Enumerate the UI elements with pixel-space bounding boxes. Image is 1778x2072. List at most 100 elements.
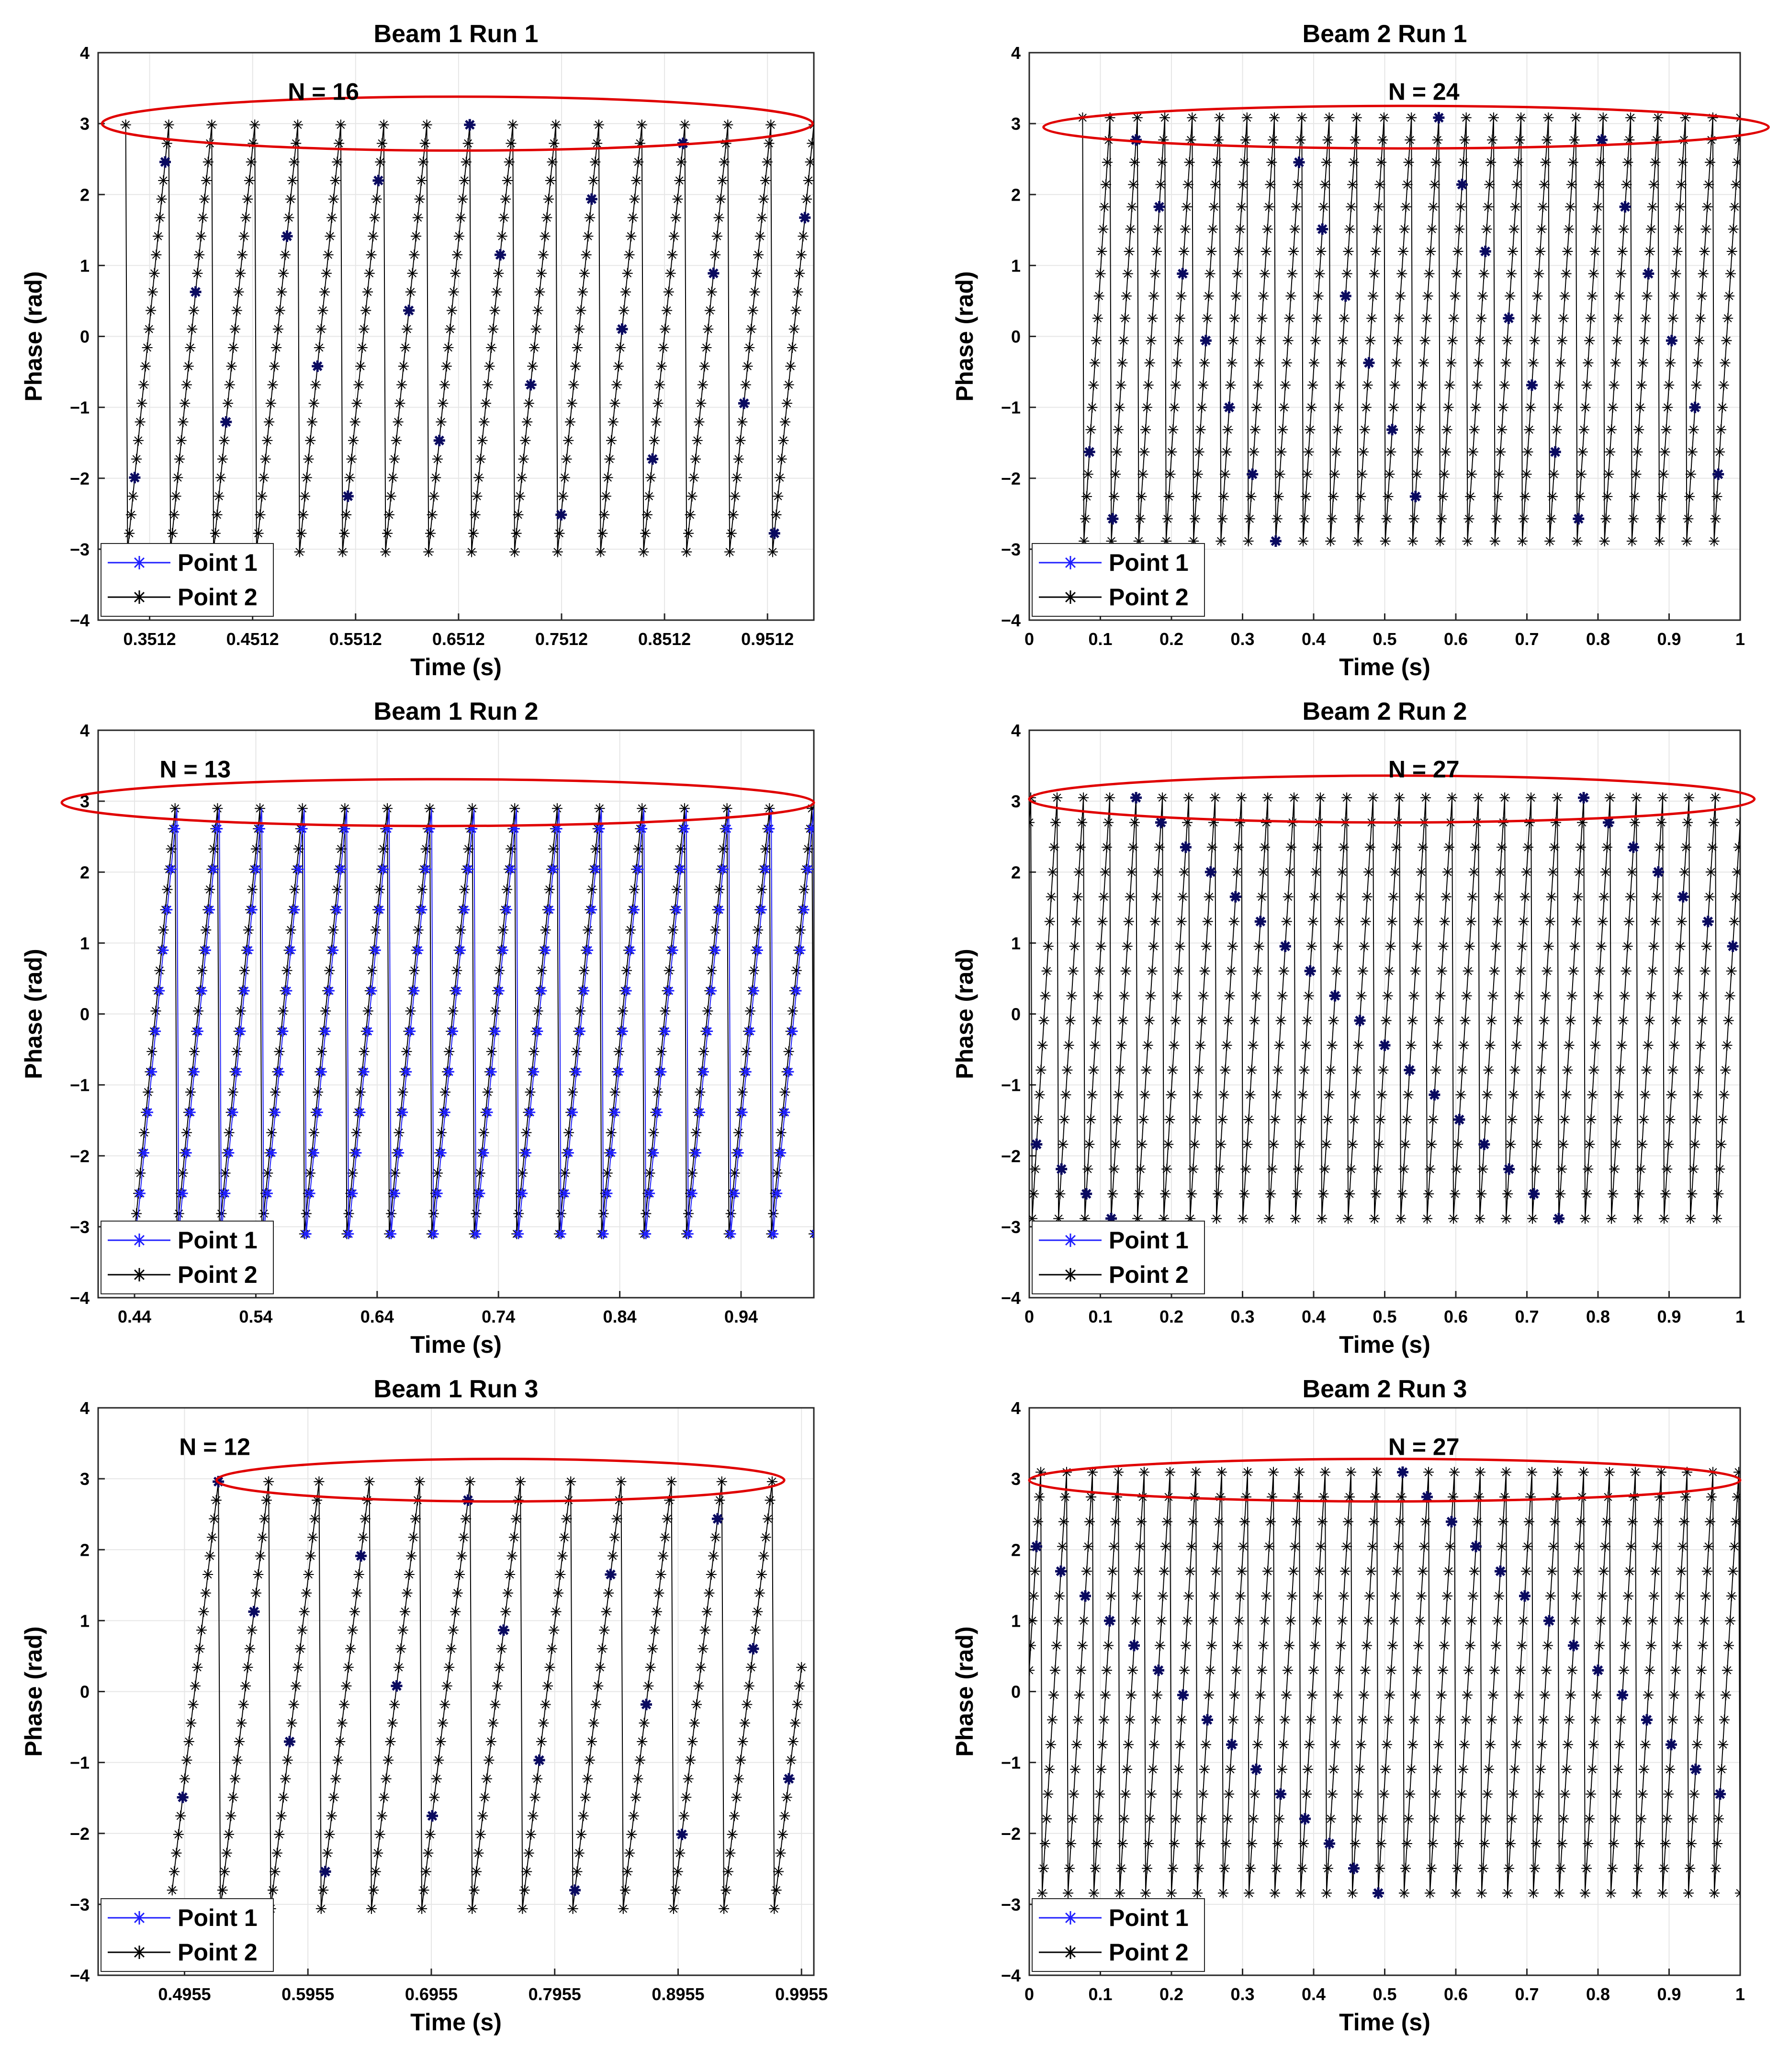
y-tick-label: 3 <box>80 1469 90 1489</box>
x-tick-label: 0.64 <box>360 1307 394 1326</box>
legend: Point 1 Point 2 <box>1032 543 1205 617</box>
y-tick-label: 1 <box>80 933 90 953</box>
legend-swatch-marker <box>1064 1234 1077 1247</box>
chart-panel-3: 0.44 0.54 0.64 0.74 0.84 0.94 −4 −3 −2 −1 0 1 2 3 4 Bea… <box>20 698 815 1358</box>
y-axis-label: Phase (rad) <box>951 949 978 1079</box>
x-tick-label: 0.2 <box>1159 629 1183 649</box>
legend-swatch-marker <box>133 556 146 569</box>
x-tick-label: 0 <box>1024 1307 1034 1326</box>
y-tick-label: −2 <box>70 1824 90 1844</box>
legend-box <box>101 543 274 617</box>
chart-title: Beam 2 Run 3 <box>1303 1375 1467 1403</box>
legend-box <box>101 1898 274 1972</box>
y-tick-label: −1 <box>1001 1076 1021 1095</box>
x-tick-label: 0.5 <box>1373 1984 1396 2004</box>
y-tick-label: −4 <box>1001 1966 1021 1985</box>
y-tick-label: 4 <box>80 43 90 63</box>
chart-panel-5: 0.4955 0.5955 0.6955 0.7955 0.8955 0.9955 −4 −3… <box>20 1375 828 2036</box>
x-tick-label: 0.5 <box>1373 629 1396 649</box>
legend: Point 1 Point 2 <box>101 543 274 617</box>
x-tick-label: 0.3 <box>1230 1984 1254 2004</box>
legend-label: Point 1 <box>178 1227 258 1254</box>
y-tick-label: 3 <box>80 792 90 811</box>
x-tick-label: 0.6 <box>1444 629 1468 649</box>
series-point-2-markers <box>120 119 814 557</box>
legend-swatch-marker <box>1064 556 1077 569</box>
chart-panel-6: 0 0.1 0.2 0.3 0.4 0.5 0.6 0.7 0.8 0.9 1 −4 −3 −2 −1 0 1 2… <box>951 1375 1745 2036</box>
y-tick-label: −2 <box>70 1146 90 1166</box>
y-tick-label: 3 <box>1011 114 1021 134</box>
x-tick-label: 0.74 <box>482 1307 515 1326</box>
y-tick-label: 2 <box>80 862 90 882</box>
x-tick-label: 0.7512 <box>535 629 588 649</box>
series-point-1 <box>1031 1466 1726 1899</box>
y-tick-label: 2 <box>80 185 90 204</box>
legend-label: Point 2 <box>178 1939 258 1966</box>
y-tick-label: 1 <box>1011 256 1021 275</box>
y-tick-label: 0 <box>1011 327 1021 347</box>
y-tick-label: 4 <box>1011 43 1021 63</box>
series-point-2 <box>167 1476 807 1914</box>
x-axis-label: Time (s) <box>410 654 502 680</box>
y-axis-label: Phase (rad) <box>951 1626 978 1756</box>
y-tick-label: −4 <box>70 1288 90 1308</box>
x-tick-label: 0.5 <box>1373 1307 1396 1326</box>
x-tick-label: 0.8 <box>1586 1307 1610 1326</box>
y-tick-label: 2 <box>1011 862 1021 882</box>
legend-label: Point 1 <box>1109 1227 1189 1254</box>
series-point-2-line <box>1029 1472 1740 1893</box>
legend: Point 1 Point 2 <box>101 1898 274 1972</box>
legend-swatch-marker <box>133 590 146 604</box>
annotation-text: N = 12 <box>179 1433 250 1460</box>
annotation-text: N = 16 <box>288 78 359 105</box>
x-tick-label: 0.9 <box>1657 629 1681 649</box>
legend-box <box>1032 543 1205 617</box>
x-tick-label: 0.6512 <box>432 629 485 649</box>
y-tick-label: 4 <box>1011 721 1021 740</box>
y-tick-label: 0 <box>80 1682 90 1702</box>
legend-label: Point 1 <box>1109 549 1189 576</box>
highlight-ellipse <box>1042 104 1770 150</box>
y-tick-label: −2 <box>1001 1824 1021 1844</box>
y-tick-label: 0 <box>1011 1682 1021 1702</box>
legend-swatch-marker <box>1064 1946 1077 1959</box>
legend: Point 1 Point 2 <box>101 1221 274 1294</box>
y-tick-label: −1 <box>1001 1753 1021 1773</box>
x-tick-label: 0.5512 <box>329 629 382 649</box>
x-tick-label: 0.3 <box>1230 629 1254 649</box>
legend: Point 1 Point 2 <box>1032 1221 1205 1294</box>
series-point-2 <box>1077 112 1740 546</box>
y-tick-label: 2 <box>1011 1540 1021 1560</box>
chart-title: Beam 2 Run 1 <box>1303 20 1467 48</box>
legend-label: Point 1 <box>178 549 258 576</box>
series-point-1-markers <box>1031 1466 1726 1899</box>
y-tick-label: −2 <box>70 469 90 488</box>
legend-swatch-marker <box>1064 590 1077 604</box>
y-tick-label: 1 <box>1011 933 1021 953</box>
x-axis-label: Time (s) <box>1339 2009 1430 2036</box>
x-tick-label: 0 <box>1024 629 1034 649</box>
y-tick-label: 1 <box>80 256 90 275</box>
x-tick-label: 0.6 <box>1444 1307 1468 1326</box>
legend-box <box>101 1221 274 1294</box>
chart-title: Beam 1 Run 3 <box>374 1375 539 1403</box>
legend-swatch-marker <box>133 1234 146 1247</box>
y-tick-label: 1 <box>80 1611 90 1630</box>
x-tick-label: 0.9955 <box>775 1984 828 2004</box>
x-tick-label: 0.8512 <box>638 629 691 649</box>
y-tick-label: −2 <box>1001 469 1021 488</box>
series-point-1-markers <box>1031 792 1739 1224</box>
legend-swatch-marker <box>133 1911 146 1925</box>
y-axis-label: Phase (rad) <box>951 271 978 401</box>
y-tick-label: −1 <box>70 1753 90 1773</box>
y-tick-label: 4 <box>80 1398 90 1418</box>
x-tick-label: 0.4955 <box>158 1984 211 2004</box>
x-tick-label: 1 <box>1735 629 1745 649</box>
x-tick-label: 0.8 <box>1586 629 1610 649</box>
x-tick-label: 0.6955 <box>405 1984 458 2004</box>
x-tick-label: 0.4 <box>1302 1984 1326 2004</box>
legend-label: Point 2 <box>178 584 258 611</box>
legend-label: Point 1 <box>178 1904 258 1931</box>
